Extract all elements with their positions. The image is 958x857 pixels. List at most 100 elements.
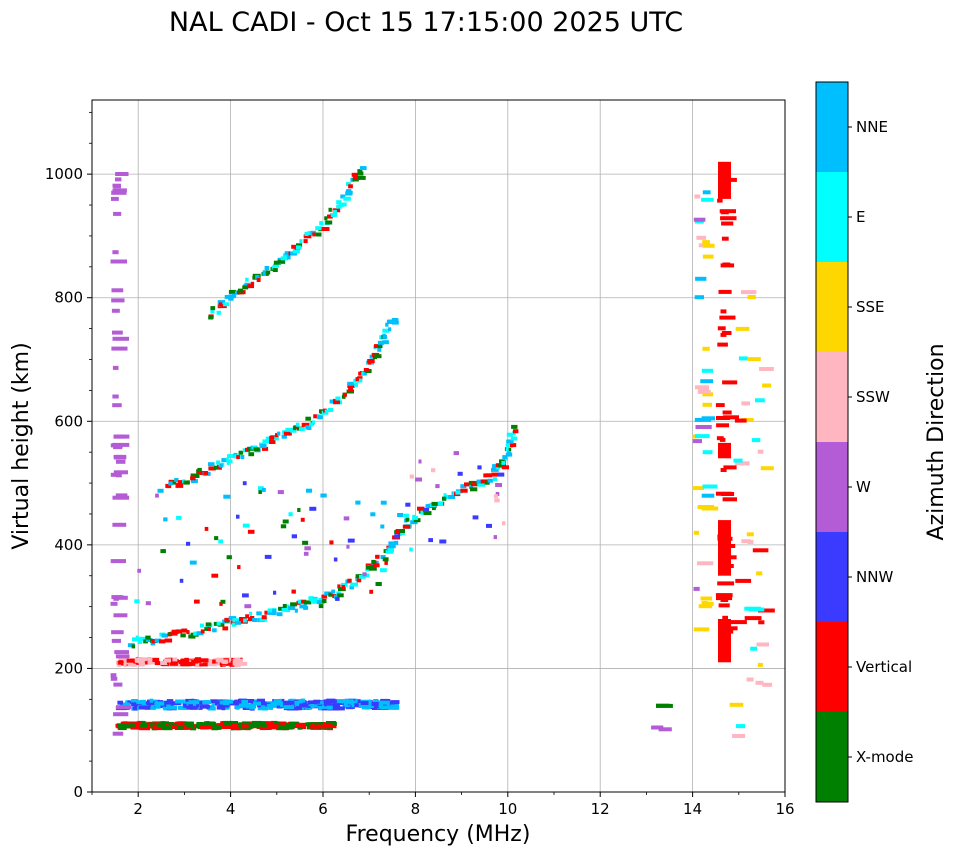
data-point — [296, 243, 303, 248]
data-point — [719, 315, 736, 320]
data-point — [357, 169, 363, 174]
data-point — [741, 401, 750, 406]
data-point — [274, 436, 279, 441]
data-point — [322, 722, 333, 727]
data-point — [208, 315, 214, 320]
data-point — [146, 723, 150, 728]
colorbar-frame — [815, 81, 849, 803]
data-point — [718, 619, 731, 663]
data-point — [155, 493, 159, 498]
data-point — [305, 722, 316, 727]
data-point — [278, 606, 284, 611]
data-point — [385, 322, 389, 327]
data-point — [204, 626, 209, 631]
data-point — [350, 582, 359, 587]
y-tick-label: 600 — [54, 412, 83, 430]
data-point — [218, 539, 223, 544]
data-point — [305, 416, 311, 421]
colorbar-swatch — [816, 352, 848, 442]
data-point — [186, 630, 190, 635]
data-point — [718, 520, 731, 576]
data-point — [232, 618, 240, 623]
data-point — [377, 347, 382, 352]
data-point — [256, 278, 261, 282]
data-point — [291, 589, 296, 594]
colorbar-label: NNW — [856, 568, 893, 586]
data-point — [221, 458, 229, 463]
data-point — [211, 573, 219, 578]
plot-area: 2 4 6 8 10 12 14 16 0 200 400 600 800 1000 — [45, 99, 795, 818]
data-point — [186, 541, 191, 546]
data-point — [157, 725, 169, 730]
data-point — [468, 484, 474, 489]
data-point — [752, 548, 769, 553]
data-point — [460, 484, 467, 489]
data-point — [501, 460, 506, 465]
data-point — [375, 582, 382, 586]
data-point — [360, 701, 369, 705]
data-point — [316, 600, 325, 605]
data-point — [160, 549, 166, 554]
data-point — [486, 473, 493, 478]
data-point — [127, 643, 135, 648]
data-point — [448, 495, 456, 499]
data-point — [199, 704, 204, 709]
data-point — [318, 604, 324, 609]
data-point — [324, 702, 331, 707]
data-point — [200, 629, 205, 634]
data-point — [242, 523, 250, 528]
data-point — [297, 599, 303, 604]
data-point — [190, 479, 198, 484]
data-point — [224, 294, 231, 299]
data-point — [327, 408, 334, 412]
data-point — [311, 723, 315, 728]
data-point — [717, 342, 728, 347]
data-point — [117, 700, 123, 705]
data-point — [214, 700, 218, 705]
data-point — [216, 657, 224, 662]
data-point — [493, 494, 498, 499]
data-point — [112, 365, 119, 370]
data-point — [368, 566, 377, 571]
data-point — [183, 705, 193, 710]
data-point — [285, 604, 290, 609]
data-point — [231, 725, 235, 730]
data-point — [228, 289, 237, 294]
data-point — [432, 506, 436, 511]
data-point — [234, 704, 241, 709]
data-point — [116, 660, 120, 665]
data-point — [196, 470, 201, 475]
data-point — [700, 379, 714, 384]
data-point — [379, 568, 387, 573]
data-point — [372, 563, 380, 568]
y-tick-label: 0 — [73, 783, 83, 801]
data-point — [196, 722, 204, 726]
data-point — [756, 571, 763, 576]
data-point — [324, 216, 328, 221]
data-point — [116, 459, 126, 464]
data-point — [303, 551, 309, 556]
data-point — [300, 517, 305, 522]
data-point — [172, 480, 177, 485]
data-point — [757, 662, 763, 667]
data-point — [237, 565, 241, 570]
data-point — [315, 232, 322, 237]
data-point — [154, 725, 162, 730]
data-point — [358, 175, 366, 180]
data-point — [179, 578, 184, 583]
data-point — [285, 427, 293, 432]
data-point — [505, 447, 509, 452]
data-point — [152, 658, 160, 662]
data-point — [382, 334, 388, 339]
data-point — [286, 723, 296, 728]
data-point — [692, 439, 702, 444]
data-point — [370, 512, 376, 517]
data-point — [126, 658, 136, 663]
data-point — [189, 560, 197, 565]
data-point — [505, 444, 513, 448]
data-point — [146, 701, 156, 705]
data-point — [149, 698, 154, 703]
colorbar-swatch — [816, 532, 848, 622]
data-point — [239, 617, 247, 621]
data-point — [369, 589, 374, 594]
